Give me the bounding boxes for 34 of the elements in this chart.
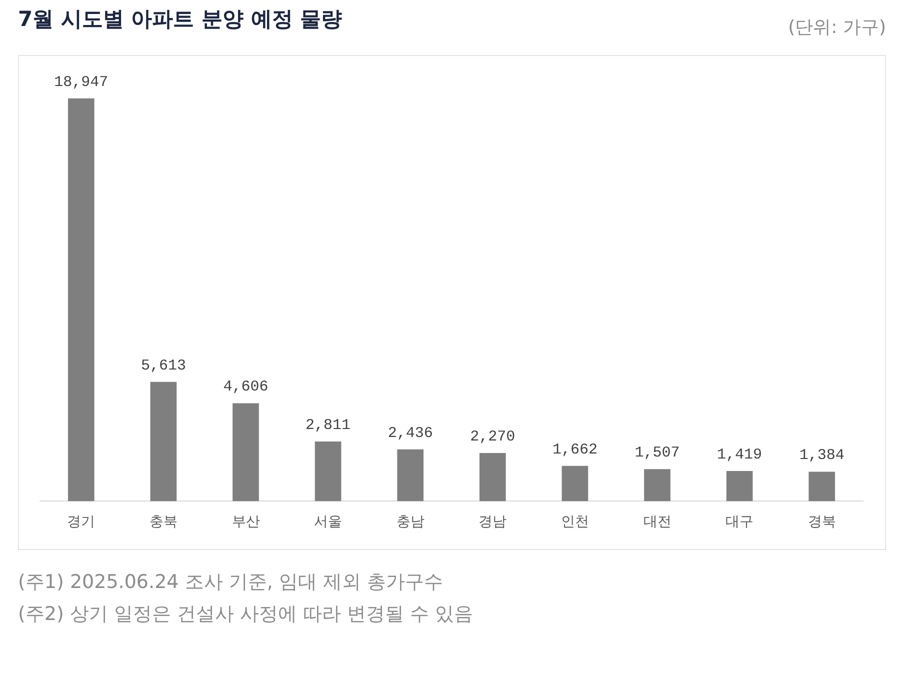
data-label: 1,419 — [717, 446, 762, 464]
data-label: 2,811 — [306, 416, 351, 434]
bar — [808, 472, 836, 502]
x-tick-label: 서울 — [314, 514, 342, 530]
x-tick-label: 인천 — [560, 514, 589, 530]
x-tick-label: 대구 — [726, 514, 754, 530]
bar — [479, 452, 506, 502]
x-tick-label: 경남 — [478, 514, 507, 530]
bar — [644, 469, 670, 502]
data-label: 5,613 — [140, 357, 186, 374]
text: (주2) 상기 일정은 건설사 사정에 따라 변경될 수 있음 — [18, 602, 474, 627]
x-tick-label: 경북 — [808, 514, 836, 530]
data-label: 1,384 — [799, 447, 844, 464]
bar — [397, 449, 424, 502]
data-label: 18,947 — [54, 74, 108, 91]
data-label: 2,436 — [388, 424, 433, 442]
x-tick-label: 대전 — [643, 514, 672, 530]
x-tick-label: 충남 — [396, 514, 424, 530]
text: (주1) 2025.06.24 조사 기준, 임대 제외 총가구수 — [18, 570, 444, 595]
bar — [726, 471, 753, 502]
text: (단위: 가구) — [788, 16, 886, 39]
data-label: 2,270 — [470, 428, 516, 446]
bar — [232, 403, 259, 502]
bar — [562, 466, 588, 502]
data-label: 1,507 — [634, 444, 680, 462]
data-label: 4,606 — [223, 378, 268, 396]
data-label: 1,662 — [552, 441, 598, 458]
bar — [314, 441, 342, 502]
x-tick-label: 충북 — [149, 514, 178, 530]
chart-title: 7월 시도별 아파트 분양 예정 물량 — [18, 6, 342, 33]
x-tick-label: 경기 — [67, 514, 96, 530]
bar — [150, 382, 177, 502]
x-tick-label: 부산 — [232, 514, 260, 530]
bar — [68, 98, 94, 502]
